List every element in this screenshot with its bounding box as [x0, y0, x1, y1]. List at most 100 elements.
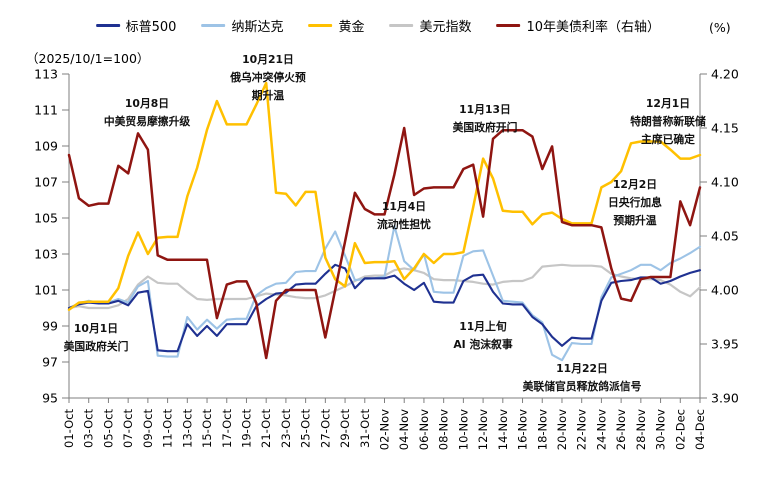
svg-text:04-Dec: 04-Dec	[693, 409, 707, 450]
x-axis-label: 18-Nov	[535, 409, 549, 450]
x-axis-label: 21-Oct	[259, 409, 273, 448]
right-axis-unit-label: (%)	[709, 20, 731, 35]
svg-text:10-Nov: 10-Nov	[456, 409, 470, 450]
right-axis-tick-label: 3.90	[711, 390, 739, 405]
svg-text:02-Nov: 02-Nov	[378, 409, 392, 450]
x-axis-label: 13-Oct	[180, 409, 194, 448]
svg-text:03-Oct: 03-Oct	[82, 409, 96, 448]
svg-text:05-Oct: 05-Oct	[101, 409, 115, 448]
svg-text:26-Nov: 26-Nov	[614, 409, 628, 450]
annotation: 12月1日特朗普称新联储主席已确定	[630, 97, 706, 146]
left-axis-tick-label: 113	[34, 66, 58, 81]
svg-text:17-Oct: 17-Oct	[220, 409, 234, 448]
legend-label-gold: 黄金	[338, 20, 365, 35]
x-axis-label: 30-Nov	[654, 409, 668, 450]
svg-text:28-Nov: 28-Nov	[634, 409, 648, 450]
x-axis-label: 19-Oct	[239, 409, 253, 448]
legend-label-sp500: 标普500	[125, 20, 177, 35]
svg-text:21-Oct: 21-Oct	[259, 409, 273, 448]
svg-text:24-Nov: 24-Nov	[594, 409, 608, 450]
legend-label-ust10y: 10年美债利率（右轴）	[526, 20, 661, 35]
svg-text:11-Oct: 11-Oct	[161, 409, 175, 448]
svg-text:01-Oct: 01-Oct	[62, 409, 76, 448]
x-axis-label: 17-Oct	[220, 409, 234, 448]
svg-text:16-Nov: 16-Nov	[516, 409, 530, 450]
right-axis-tick-label: 4.10	[711, 174, 739, 189]
svg-text:27-Oct: 27-Oct	[318, 409, 332, 448]
x-axis-label: 24-Nov	[594, 409, 608, 450]
svg-text:19-Oct: 19-Oct	[239, 409, 253, 448]
x-axis-label: 12-Nov	[476, 409, 490, 450]
svg-text:07-Oct: 07-Oct	[121, 409, 135, 448]
annotation: 11月22日美联储官员释放鸽派信号	[523, 362, 642, 393]
left-axis-tick-label: 109	[34, 138, 58, 153]
x-axis-label: 05-Oct	[101, 409, 115, 448]
legend-item-nasdaq: 纳斯达克	[201, 16, 283, 35]
svg-text:29-Oct: 29-Oct	[338, 409, 352, 448]
x-axis-label: 20-Nov	[555, 409, 569, 450]
svg-text:04-Nov: 04-Nov	[397, 409, 411, 450]
annotation: 11月4日流动性担忧	[377, 200, 431, 231]
svg-text:30-Nov: 30-Nov	[654, 409, 668, 450]
x-axis-label: 16-Nov	[516, 409, 530, 450]
annotation: 11月上旬 AI 泡沫叙事	[453, 319, 513, 351]
left-axis-tick-label: 105	[34, 210, 58, 225]
x-axis-label: 31-Oct	[358, 409, 372, 448]
annotation: 10月21日俄乌冲突停火预期升温	[229, 53, 306, 102]
svg-text:15-Oct: 15-Oct	[200, 409, 214, 448]
x-axis-label: 11-Oct	[161, 409, 175, 448]
legend-item-sp500: 标普500	[95, 16, 177, 35]
svg-text:20-Nov: 20-Nov	[555, 409, 569, 450]
series-line-gold	[67, 81, 702, 312]
svg-text:13-Oct: 13-Oct	[180, 409, 194, 448]
left-axis-tick-label: 99	[42, 318, 58, 333]
legend-swatch-gold	[308, 24, 333, 27]
svg-text:06-Nov: 06-Nov	[417, 409, 431, 450]
x-axis-label: 10-Nov	[456, 409, 470, 450]
x-axis-label: 09-Oct	[141, 409, 155, 448]
annotation: 11月13日美国政府开门	[453, 103, 518, 134]
x-axis-label: 04-Nov	[397, 409, 411, 450]
x-axis-label: 23-Oct	[279, 409, 293, 448]
series-line-sp500	[67, 263, 702, 353]
svg-text:09-Oct: 09-Oct	[141, 409, 155, 448]
series-line-ust10y	[67, 126, 702, 360]
svg-text:18-Nov: 18-Nov	[535, 409, 549, 450]
left-axis-tick-label: 107	[34, 174, 58, 189]
x-axis-label: 25-Oct	[299, 409, 313, 448]
x-axis-label: 06-Nov	[417, 409, 431, 450]
legend-swatch-usd-index	[389, 24, 414, 27]
left-axis-tick-label: 103	[34, 246, 58, 261]
left-axis-tick-label: 101	[34, 282, 58, 297]
left-axis-tick-label: 111	[34, 102, 58, 117]
annotation: 12月2日日央行加息预期升温	[608, 178, 662, 227]
x-axis-label: 27-Oct	[318, 409, 332, 448]
x-axis-label: 01-Oct	[62, 409, 76, 448]
svg-text:02-Dec: 02-Dec	[673, 409, 687, 450]
x-axis-label: 22-Nov	[575, 409, 589, 450]
x-axis-label: 02-Dec	[673, 409, 687, 450]
x-axis-label: 26-Nov	[614, 409, 628, 450]
left-axis-tick-label: 97	[42, 354, 58, 369]
x-axis-label: 03-Oct	[82, 409, 96, 448]
annotation: 10月1日美国政府关门	[64, 322, 129, 353]
legend-item-gold: 黄金	[308, 16, 365, 35]
right-axis-tick-label: 4.05	[711, 228, 739, 243]
left-axis-tick-label: 95	[42, 390, 58, 405]
x-axis-label: 08-Nov	[437, 409, 451, 450]
legend-swatch-nasdaq	[201, 24, 226, 27]
x-axis-label: 14-Nov	[496, 409, 510, 450]
svg-text:31-Oct: 31-Oct	[358, 409, 372, 448]
legend-swatch-ust10y	[496, 24, 521, 27]
svg-text:08-Nov: 08-Nov	[437, 409, 451, 450]
legend-label-usd-index: 美元指数	[419, 20, 472, 35]
legend-label-nasdaq: 纳斯达克	[231, 20, 284, 35]
legend: 标普500 纳斯达克 黄金 美元指数 10年美债利率（右轴）	[95, 16, 661, 35]
x-axis-label: 07-Oct	[121, 409, 135, 448]
legend-item-ust10y: 10年美债利率（右轴）	[496, 16, 661, 35]
svg-text:25-Oct: 25-Oct	[299, 409, 313, 448]
legend-swatch-sp500	[95, 24, 120, 27]
right-axis-tick-label: 4.00	[711, 282, 739, 297]
